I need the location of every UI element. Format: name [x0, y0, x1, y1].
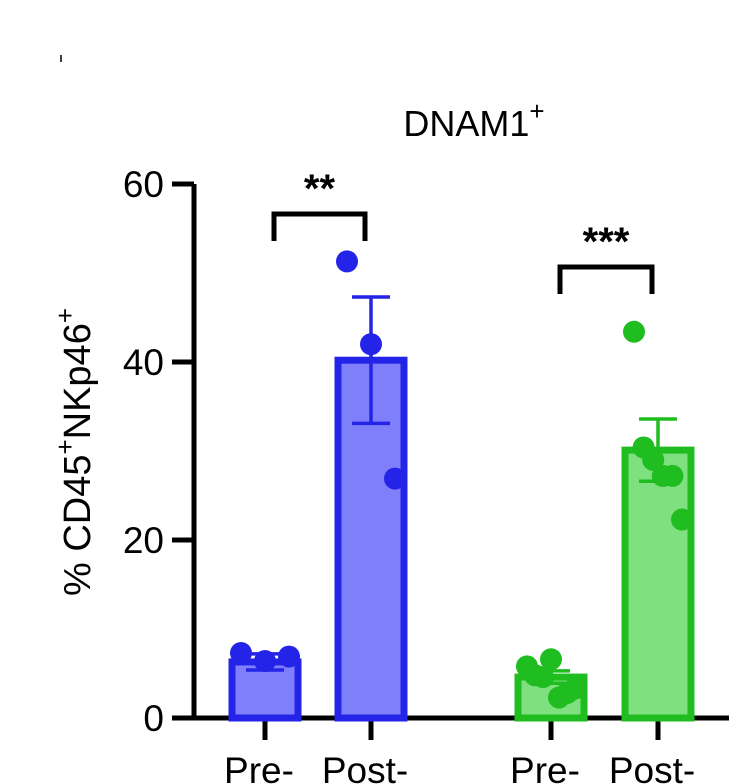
significance-bracket	[557, 264, 655, 294]
data-point	[336, 250, 358, 273]
y-axis-label-part: % CD45	[57, 455, 99, 597]
significance-brackets: *****	[271, 167, 655, 294]
data-point	[230, 642, 252, 665]
y-tick-label: 0	[143, 698, 164, 739]
significance-label: ***	[583, 220, 630, 264]
x-tick-label: Pre-	[224, 750, 294, 784]
x-tick-label: Pre-	[510, 750, 580, 784]
y-axis-label: % CD45+NKp46+	[50, 308, 99, 596]
data-point	[532, 666, 554, 689]
data-point	[540, 648, 562, 671]
y-tick-label: 60	[123, 164, 164, 205]
y-tick-label: 40	[123, 342, 164, 383]
significance-label: **	[304, 167, 336, 211]
data-point	[360, 333, 382, 356]
data-point	[564, 677, 586, 700]
data-point	[642, 448, 665, 471]
data-point	[254, 650, 276, 673]
y-tick-label: 20	[123, 520, 164, 561]
y-axis-label-superscript: +	[50, 439, 80, 454]
bar	[621, 446, 695, 722]
data-point	[671, 508, 693, 531]
chart-title: DNAM1+	[403, 96, 544, 144]
data-point	[384, 467, 406, 490]
significance-bracket	[271, 211, 368, 241]
y-axis-label-part: NKp46	[57, 323, 99, 439]
y-axis-label-superscript: +	[50, 308, 80, 323]
bars	[228, 250, 695, 722]
data-point	[278, 645, 300, 668]
data-point	[623, 320, 645, 343]
data-point	[661, 464, 684, 487]
x-tick-label: Post-	[322, 750, 408, 784]
x-tick-label: Post-	[609, 750, 695, 784]
